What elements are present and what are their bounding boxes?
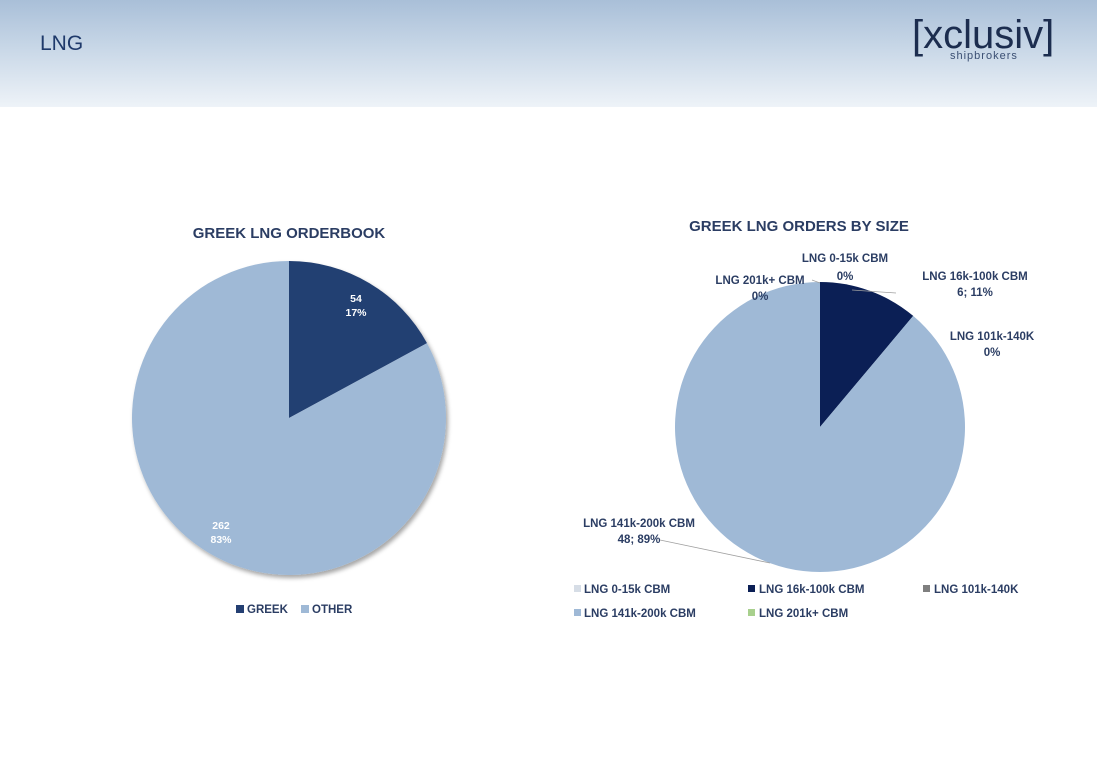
chart2-legend: LNG 0-15k CBM LNG 16k-100k CBM LNG 101k-… [574, 584, 1019, 620]
legend-swatch-0-15k [574, 585, 581, 592]
legend-label-0-15k: LNG 0-15k CBM [584, 584, 670, 596]
legend-swatch-201k [748, 609, 755, 616]
legend-label-101-140k: LNG 101k-140K [934, 584, 1019, 596]
chart2-label-16-100k-name: LNG 16k-100k CBM [922, 271, 1027, 283]
chart2-label-201k-name: LNG 201k+ CBM [715, 275, 804, 287]
legend-label-201k: LNG 201k+ CBM [759, 608, 848, 620]
page-title: LNG [40, 32, 84, 55]
chart2-data-labels: LNG 0-15k CBM 0% LNG 16k-100k CBM 6; 11%… [583, 253, 1035, 546]
legend-label-16-100k: LNG 16k-100k CBM [759, 584, 864, 596]
company-logo: [xclusiv] shipbrokers [912, 12, 1062, 68]
legend-swatch-141-200k [574, 609, 581, 616]
chart2-label-0-15k-value: 0% [837, 271, 854, 283]
chart2-title: GREEK LNG ORDERS BY SIZE [689, 218, 909, 235]
logo-tagline: shipbrokers [950, 50, 1018, 62]
logo-wordmark: [xclusiv] [912, 13, 1055, 57]
chart2-slice-1 [820, 282, 914, 427]
chart2-pie [675, 282, 966, 572]
chart1-slice-1 [132, 261, 446, 575]
chart1-label-greek-percent: 17% [345, 307, 367, 319]
chart2-label-0-15k-name: LNG 0-15k CBM [802, 253, 888, 265]
leader-line-0-15k [811, 279, 821, 284]
chart2-leader-lines [659, 279, 897, 564]
chart2-label-101-140k-name: LNG 101k-140K [950, 331, 1035, 343]
chart1-label-other-percent: 83% [210, 534, 232, 546]
chart2-label-101-140k-value: 0% [984, 347, 1001, 359]
chart1-label-greek-value: 54 [350, 293, 362, 305]
chart1-title: GREEK LNG ORDERBOOK [193, 225, 386, 242]
chart2-label-141-200k-name: LNG 141k-200k CBM [583, 518, 695, 530]
chart-greek-orderbook: GREEK LNG ORDERBOOK 54 17% 262 83% GREEK… [132, 225, 446, 616]
legend-swatch-16-100k [748, 585, 755, 592]
chart1-label-other-value: 262 [212, 520, 230, 532]
leader-line-141-200k [659, 539, 771, 564]
chart2-slice-3 [675, 282, 966, 572]
chart2-label-16-100k-value: 6; 11% [957, 287, 993, 299]
chart2-label-201k-value: 0% [752, 291, 769, 303]
chart1-legend: GREEK OTHER [236, 604, 353, 616]
chart-greek-orders-by-size: GREEK LNG ORDERS BY SIZE LNG 0-15k CBM 0… [574, 218, 1035, 620]
legend-label-greek: GREEK [247, 604, 289, 616]
leader-line-16-100k [851, 289, 897, 294]
chart1-data-labels: 54 17% 262 83% [210, 293, 367, 546]
chart1-slice-0 [289, 261, 427, 418]
legend-swatch-101-140k [923, 585, 930, 592]
legend-swatch-other [301, 605, 309, 613]
header-band [0, 0, 1097, 107]
chart2-label-141-200k-value: 48; 89% [618, 534, 661, 546]
legend-swatch-greek [236, 605, 244, 613]
legend-label-141-200k: LNG 141k-200k CBM [584, 608, 696, 620]
legend-label-other: OTHER [312, 604, 353, 616]
chart1-pie [132, 261, 446, 575]
